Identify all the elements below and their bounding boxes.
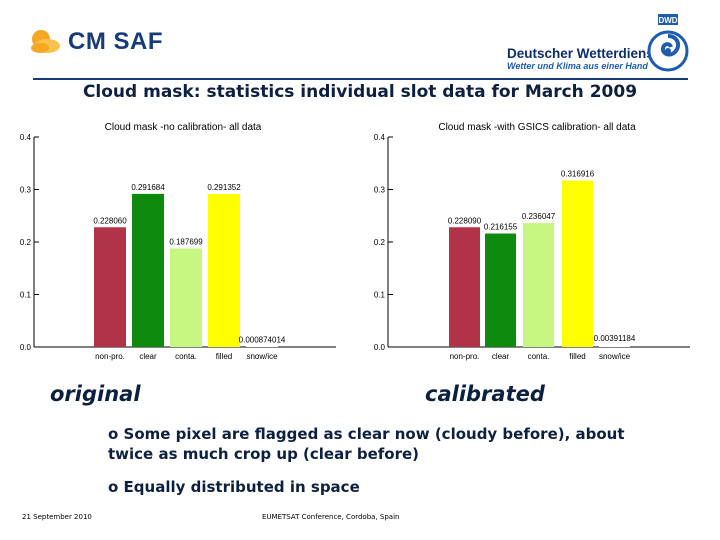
x-tick-label: non-pro. — [450, 352, 480, 361]
bar-value-label: 0.00391184 — [594, 334, 636, 343]
y-tick-label: 0.2 — [20, 238, 32, 247]
cm-saf-logo: CM SAF — [28, 22, 163, 62]
x-tick-label: non-pro. — [95, 352, 125, 361]
chart-title: Cloud mask -no calibration- all data — [105, 122, 262, 133]
dwd-emblem-icon: DWD — [647, 14, 689, 72]
bar-filled — [208, 194, 240, 347]
y-tick-label: 0.3 — [20, 186, 32, 195]
chart-gsics-calibration: Cloud mask -with GSICS calibration- all … — [374, 122, 690, 361]
x-tick-label: conta. — [175, 352, 197, 361]
y-tick-label: 0.4 — [20, 133, 32, 142]
y-tick-label: 0.1 — [20, 291, 32, 300]
y-tick-label: 0.2 — [374, 238, 386, 247]
caption-calibrated: calibrated — [425, 382, 545, 406]
bar-value-label: 0.228090 — [448, 216, 482, 225]
x-tick-label: filled — [569, 352, 585, 361]
bar-value-label: 0.228060 — [93, 216, 127, 225]
y-tick-label: 0.4 — [374, 133, 386, 142]
chart-title: Cloud mask -with GSICS calibration- all … — [438, 122, 636, 133]
bullet-marker: o — [108, 425, 119, 443]
bullet-text: Some pixel are flagged as clear now (clo… — [108, 425, 625, 463]
x-tick-label: filled — [216, 352, 232, 361]
x-tick-label: conta. — [528, 352, 550, 361]
dwd-logo: Deutscher Wetterdienst Wetter und Klima … — [495, 10, 695, 76]
page-title: Cloud mask: statistics individual slot d… — [82, 82, 638, 102]
bar-snowice — [246, 346, 278, 347]
chart-no-calibration: Cloud mask -no calibration- all data0.00… — [20, 122, 336, 361]
caption-original: original — [50, 382, 141, 406]
bar-conta — [170, 248, 202, 347]
header-divider — [33, 78, 688, 80]
bullet-item: o Equally distributed in space — [108, 477, 668, 497]
bar-nonpro — [449, 227, 480, 347]
bar-value-label: 0.000874014 — [239, 336, 286, 345]
footer-event: EUMETSAT Conference, Cordoba, Spain — [262, 513, 400, 521]
dwd-badge-text: DWD — [658, 16, 677, 25]
bar-value-label: 0.316916 — [561, 170, 595, 179]
bar-value-label: 0.236047 — [522, 212, 556, 221]
y-tick-label: 0.0 — [374, 343, 386, 352]
dwd-name: Deutscher Wetterdienst — [507, 46, 659, 61]
bar-value-label: 0.291684 — [131, 183, 165, 192]
bar-value-label: 0.187699 — [169, 237, 203, 246]
bar-filled — [562, 180, 593, 347]
bullet-text: Equally distributed in space — [123, 478, 360, 496]
dwd-tagline: Wetter und Klima aus einer Hand — [507, 61, 648, 71]
x-tick-label: snow/ice — [246, 352, 278, 361]
y-tick-label: 0.1 — [374, 291, 386, 300]
bar-clear — [485, 233, 516, 347]
bar-value-label: 0.291352 — [207, 183, 241, 192]
bar-snowice — [599, 346, 630, 347]
y-tick-label: 0.0 — [20, 343, 32, 352]
x-tick-label: clear — [139, 352, 157, 361]
sun-cloud-icon — [31, 30, 60, 53]
bar-conta — [523, 223, 554, 347]
y-tick-label: 0.3 — [374, 186, 386, 195]
bar-clear — [132, 193, 164, 347]
x-tick-label: snow/ice — [599, 352, 631, 361]
x-tick-label: clear — [492, 352, 510, 361]
footer-date: 21 September 2010 — [22, 513, 92, 521]
bar-value-label: 0.216155 — [484, 223, 518, 232]
bullet-marker: o — [108, 478, 119, 496]
bar-nonpro — [94, 227, 126, 347]
cm-saf-logo-text: CM SAF — [68, 28, 163, 55]
bullet-item: o Some pixel are flagged as clear now (c… — [108, 424, 668, 464]
